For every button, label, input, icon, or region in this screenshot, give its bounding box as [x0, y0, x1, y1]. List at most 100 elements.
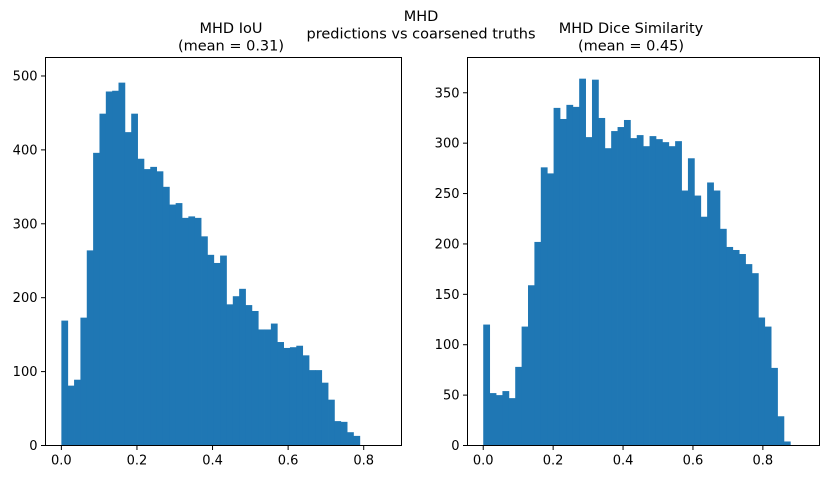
chart-dice-bar [777, 416, 785, 446]
chart-dice-bar [764, 326, 772, 446]
chart-iou-bar [353, 435, 361, 446]
chart-dice-bar [534, 241, 542, 446]
chart-dice-bar [758, 317, 766, 446]
chart-iou-bar [289, 347, 297, 446]
chart-iou-bar [315, 370, 323, 446]
chart-iou-bar [347, 432, 354, 446]
chart-dice-x-tick-label: 0.0 [473, 454, 494, 469]
chart-iou-bar [93, 152, 100, 446]
chart-dice-y-ticks: 0 50 100 150 200 250 300 350 [435, 86, 468, 454]
chart-dice-bar [496, 395, 503, 446]
chart-iou-frame [45, 57, 402, 446]
chart-dice-y-tick-label: 200 [435, 237, 460, 252]
chart-dice-bars [483, 78, 791, 446]
chart-dice-y-tick-label: 150 [435, 288, 460, 303]
chart-iou-bar [143, 169, 151, 446]
chart-iou-bar [328, 399, 335, 446]
chart-dice-title-line2: (mean = 0.45) [578, 39, 684, 55]
chart-dice-bar [643, 146, 650, 446]
chart-iou-bar [239, 288, 246, 446]
chart-iou-bar [302, 355, 310, 446]
chart-dice-y-tick-label: 250 [435, 187, 460, 202]
chart-dice-bar [591, 79, 599, 446]
chart-dice-bar [655, 139, 663, 446]
chart-dice-y-tick-label: 100 [435, 338, 460, 353]
chart-dice-x-tick-label: 0.6 [683, 454, 704, 469]
chart-iou-title-line2: (mean = 0.31) [178, 39, 284, 55]
figure-suptitle-line1: MHD [404, 9, 439, 25]
chart-iou-bars [61, 82, 361, 446]
chart-iou-bar [105, 91, 113, 446]
chart-iou-bar [194, 217, 202, 446]
chart-dice-y-tick-label: 50 [443, 389, 460, 404]
chart-iou-bar [201, 236, 208, 446]
chart-iou-y-tick-label: 400 [13, 143, 38, 158]
chart-iou-y-tick-label: 300 [13, 217, 38, 232]
chart-dice-bar [489, 393, 497, 446]
chart-iou-bar [150, 166, 158, 446]
chart-dice-frame [467, 57, 820, 446]
chart-iou-bar [80, 317, 88, 446]
chart-dice-bar [553, 107, 561, 446]
chart-iou-bar [232, 296, 240, 446]
chart-iou-bar [124, 132, 132, 446]
chart-dice-bar [515, 366, 523, 446]
chart-dice-bar [572, 106, 580, 446]
chart-dice-bar [636, 135, 644, 446]
chart-iou-bar [99, 113, 107, 446]
chart-dice-title-line1: MHD Dice Similarity [559, 21, 704, 37]
chart-dice-bar [662, 142, 670, 446]
chart-iou-bar [270, 323, 278, 446]
chart-dice-bar [598, 117, 606, 446]
chart-iou-bar [61, 320, 69, 446]
chart-iou-bar [226, 304, 234, 446]
chart-iou-bar [169, 204, 177, 446]
chart-iou-bar [277, 342, 284, 446]
chart-dice-bar [585, 137, 593, 446]
chart-dice-bar [668, 146, 676, 446]
chart-iou-bar [182, 217, 189, 446]
chart-iou-bar [131, 113, 138, 446]
chart-iou-bar [321, 382, 329, 446]
chart-dice-bar [649, 136, 657, 446]
chart-iou-bar [175, 203, 183, 446]
chart-iou-bar [213, 262, 221, 446]
chart-iou-bar [334, 421, 342, 446]
chart-dice-bar [566, 104, 574, 446]
chart-iou-bar [207, 254, 215, 446]
chart-iou-y-tick-label: 500 [13, 69, 38, 84]
chart-iou-x-tick-label: 0.2 [127, 454, 148, 469]
chart-iou-bar [258, 329, 265, 446]
chart-iou-bar [137, 158, 145, 446]
chart-dice-y-tick-label: 0 [451, 439, 459, 454]
chart-iou-y-tick-label: 200 [13, 291, 38, 306]
chart-dice-bar [745, 264, 753, 446]
chart-iou-x-tick-label: 0.0 [51, 454, 72, 469]
chart-iou-bar [308, 370, 316, 446]
chart-dice-bar [547, 173, 554, 446]
chart-iou-bar [340, 421, 348, 446]
chart-dice-bar [681, 190, 689, 446]
chart-dice-bar [617, 127, 625, 446]
chart-iou-bar [162, 186, 170, 446]
chart-iou-y-ticks: 0 100 200 300 400 500 [13, 69, 46, 454]
chart-dice-bar [694, 195, 702, 446]
chart-dice-bar [611, 131, 618, 446]
chart-dice-bar [707, 182, 714, 446]
chart-iou-x-tick-label: 0.6 [278, 454, 299, 469]
chart-dice-bar [771, 367, 778, 446]
chart-dice-bar [579, 78, 586, 446]
chart-dice-bar [732, 249, 740, 446]
chart-dice-bar [521, 326, 529, 446]
chart-dice-bar [713, 190, 721, 446]
chart-dice-x-tick-label: 0.8 [753, 454, 774, 469]
chart-dice-bar [559, 118, 567, 446]
chart-dice-x-tick-label: 0.2 [543, 454, 564, 469]
chart-dice-bar [604, 148, 612, 446]
chart-iou-bar [188, 216, 196, 446]
chart-iou-y-tick-label: 100 [13, 365, 38, 380]
chart-iou: MHD IoU (mean = 0.31) 0.0 0.2 0.4 0.6 0.8 0 1… [13, 21, 402, 469]
figure-suptitle-line2: predictions vs coarsened truths [306, 27, 535, 43]
chart-iou-title-line1: MHD IoU [200, 21, 263, 37]
